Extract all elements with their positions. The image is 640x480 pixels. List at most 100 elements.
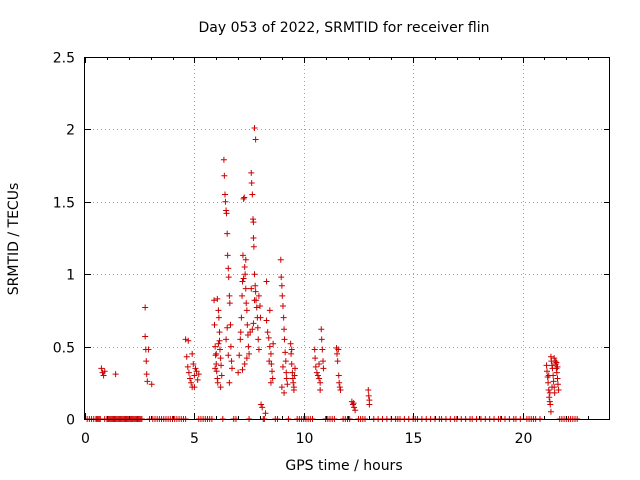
data-point	[251, 124, 258, 131]
data-point	[543, 362, 550, 369]
data-point	[284, 381, 291, 388]
data-point	[291, 372, 298, 379]
data-point	[317, 387, 324, 394]
data-point	[334, 358, 341, 365]
data-point	[554, 375, 561, 382]
data-point	[143, 358, 150, 365]
data-point	[320, 358, 326, 365]
data-point	[225, 352, 232, 359]
data-point	[553, 359, 560, 366]
data-point	[191, 372, 198, 379]
data-point	[222, 198, 229, 205]
data-point	[239, 366, 246, 373]
data-point	[254, 324, 261, 331]
data-point	[253, 304, 260, 311]
data-point	[262, 410, 269, 417]
data-point	[241, 194, 248, 201]
data-point	[236, 352, 243, 359]
data-point	[551, 355, 558, 362]
data-point	[290, 387, 297, 394]
data-point	[550, 378, 557, 385]
data-point	[195, 371, 202, 378]
data-point	[336, 379, 343, 386]
data-point	[222, 191, 228, 198]
data-point	[223, 336, 230, 343]
data-point	[316, 375, 323, 382]
data-point	[225, 265, 232, 272]
data-point	[288, 360, 295, 367]
data-point	[257, 314, 264, 321]
data-point	[250, 243, 257, 250]
data-point	[245, 343, 252, 350]
data-point	[319, 346, 326, 353]
data-point	[243, 300, 250, 307]
data-point	[244, 321, 251, 328]
data-point	[546, 389, 553, 396]
data-point	[192, 365, 199, 372]
data-point	[239, 292, 246, 299]
data-point	[226, 379, 233, 386]
data-point	[277, 256, 284, 263]
data-point	[243, 355, 250, 362]
data-point	[189, 350, 196, 357]
data-point	[148, 381, 155, 388]
data-point	[281, 389, 288, 396]
data-point	[215, 314, 222, 321]
data-point	[264, 329, 271, 336]
data-point	[184, 363, 191, 370]
data-point	[292, 365, 298, 372]
data-points	[84, 124, 581, 422]
data-point	[101, 368, 108, 375]
data-point	[240, 275, 247, 282]
data-point	[265, 334, 272, 341]
data-point	[311, 346, 318, 353]
data-point	[217, 355, 224, 362]
data-point	[317, 379, 324, 386]
data-point	[246, 350, 253, 357]
data-point	[547, 401, 554, 408]
data-point	[220, 156, 227, 163]
data-point	[212, 352, 219, 359]
data-point	[283, 369, 290, 376]
data-point	[229, 365, 235, 372]
data-point	[185, 337, 192, 344]
data-point	[235, 369, 242, 376]
x-tick-label: 15	[405, 431, 423, 447]
data-point	[282, 358, 289, 365]
data-point	[263, 278, 270, 285]
data-point	[279, 363, 286, 370]
data-point	[549, 384, 556, 391]
data-point	[241, 360, 248, 367]
data-point	[255, 336, 262, 343]
data-point	[250, 320, 257, 327]
data-point	[281, 326, 288, 333]
data-point	[288, 346, 295, 353]
data-point	[224, 230, 231, 237]
data-point	[250, 219, 257, 226]
plot-frame	[84, 57, 610, 420]
data-point	[238, 314, 245, 321]
data-point	[337, 387, 344, 394]
data-point	[312, 355, 319, 362]
data-point	[214, 295, 221, 302]
axis-ticks: 0 5 10 15 20 0 0.5 1 1.5 2 2.5	[53, 51, 610, 447]
data-point	[98, 365, 105, 372]
data-point	[213, 350, 220, 357]
data-point	[545, 379, 552, 386]
y-tick-label: 2.5	[53, 51, 75, 67]
data-point	[252, 288, 259, 295]
data-point	[100, 372, 107, 379]
data-point	[555, 387, 562, 394]
data-point	[237, 336, 244, 343]
x-tick-label: 5	[190, 431, 199, 447]
data-point	[239, 278, 246, 285]
x-tick-label: 10	[296, 431, 314, 447]
data-point	[213, 368, 220, 375]
data-point	[185, 369, 192, 376]
data-point	[545, 387, 552, 394]
data-point	[249, 191, 256, 198]
data-point	[250, 235, 257, 241]
data-point	[334, 350, 340, 357]
data-point	[191, 384, 198, 391]
data-point	[335, 346, 342, 353]
